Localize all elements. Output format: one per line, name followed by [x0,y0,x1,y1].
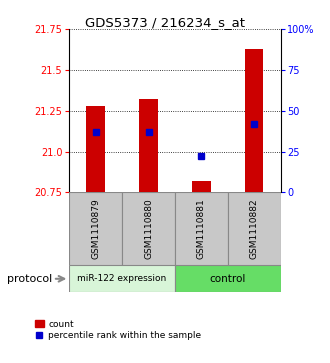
Text: protocol: protocol [7,274,52,284]
Bar [228,192,280,265]
Legend: count, percentile rank within the sample: count, percentile rank within the sample [31,316,205,344]
Text: miR-122 expression: miR-122 expression [78,274,167,283]
Text: GSM1110880: GSM1110880 [144,198,153,259]
Text: GSM1110882: GSM1110882 [249,198,259,259]
Bar [139,99,158,192]
Bar [69,265,175,292]
Text: GSM1110881: GSM1110881 [197,198,206,259]
Bar [86,106,105,192]
Text: GSM1110879: GSM1110879 [91,198,100,259]
Bar [245,49,263,192]
Text: GDS5373 / 216234_s_at: GDS5373 / 216234_s_at [85,16,245,29]
Text: control: control [210,274,246,284]
Bar [122,192,175,265]
Bar [175,265,280,292]
Bar [69,192,122,265]
Bar [175,192,228,265]
Bar [192,181,211,192]
